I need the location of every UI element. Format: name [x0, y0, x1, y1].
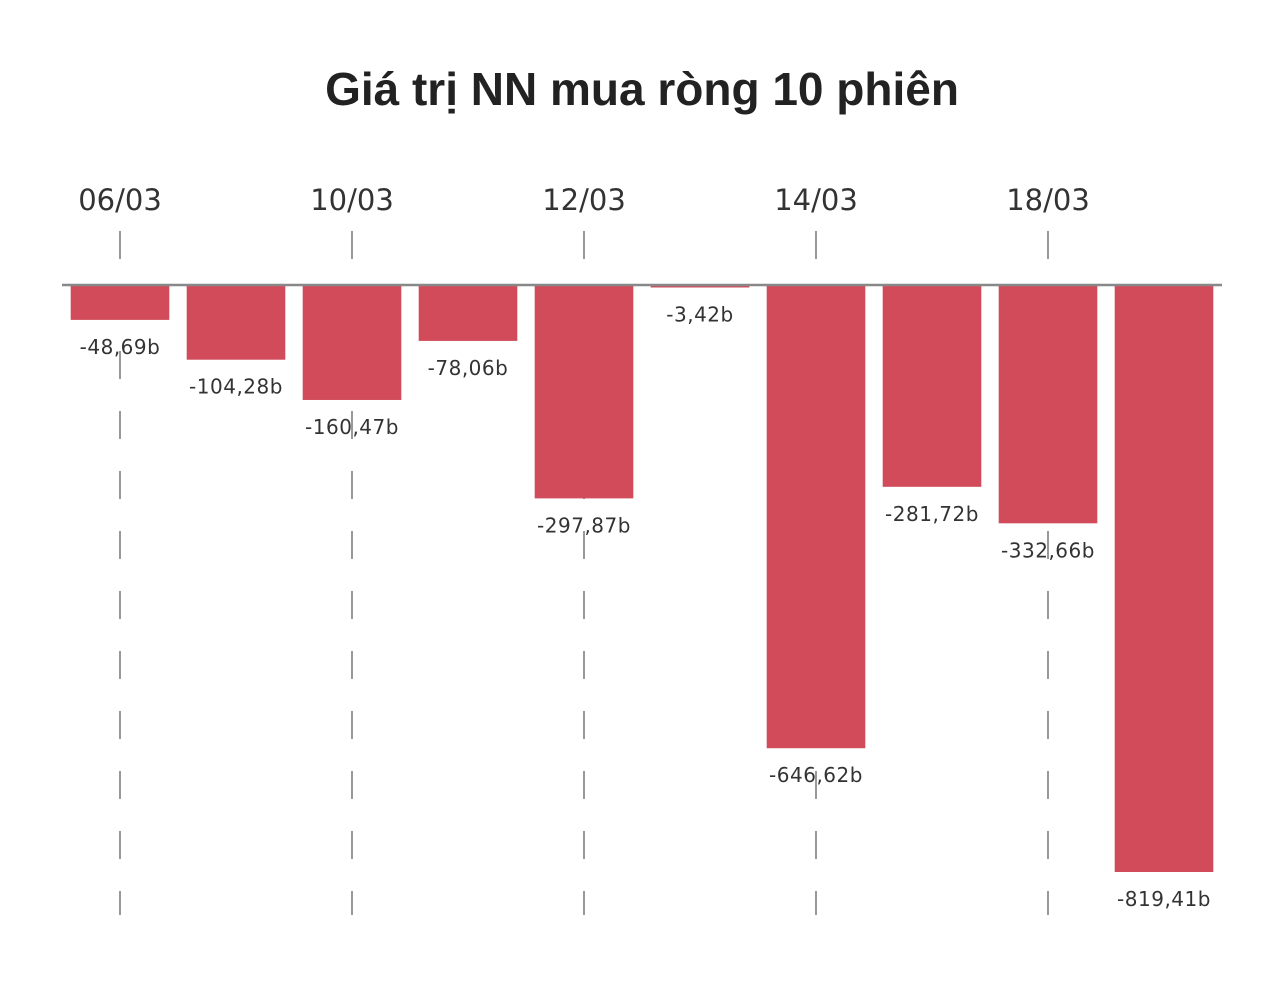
data-label: -48,69b: [80, 335, 161, 359]
bar: [418, 285, 518, 341]
data-label: -819,41b: [1117, 887, 1211, 911]
data-label: -646,62b: [769, 763, 863, 787]
x-tick-label: 18/03: [1006, 183, 1090, 217]
data-label: -281,72b: [885, 502, 979, 526]
bar: [998, 285, 1098, 524]
bar: [302, 285, 402, 400]
value-labels: -48,69b -104,28b -160,47b -78,06b -297,87b -3…: [80, 303, 1211, 912]
x-tick-label: 14/03: [774, 183, 858, 217]
data-label: -332,66b: [1001, 538, 1095, 562]
bar: [766, 285, 866, 749]
data-label: -160,47b: [305, 415, 399, 439]
bar: [70, 285, 170, 320]
bars: [70, 285, 1214, 872]
data-label: -78,06b: [428, 356, 509, 380]
x-tick-label: 12/03: [542, 183, 626, 217]
bar: [534, 285, 634, 499]
x-tick-label: 06/03: [78, 183, 162, 217]
bar: [186, 285, 286, 360]
chart-title: Giá trị NN mua ròng 10 phiên: [325, 63, 959, 115]
data-label: -104,28b: [189, 375, 283, 399]
data-label: -3,42b: [666, 303, 733, 327]
bar: [882, 285, 982, 487]
x-tick-label: 10/03: [310, 183, 394, 217]
bar: [1114, 285, 1214, 872]
data-label: -297,87b: [537, 513, 631, 537]
x-axis-ticks: 06/03 10/03 12/03 14/03 18/03: [78, 183, 1090, 217]
